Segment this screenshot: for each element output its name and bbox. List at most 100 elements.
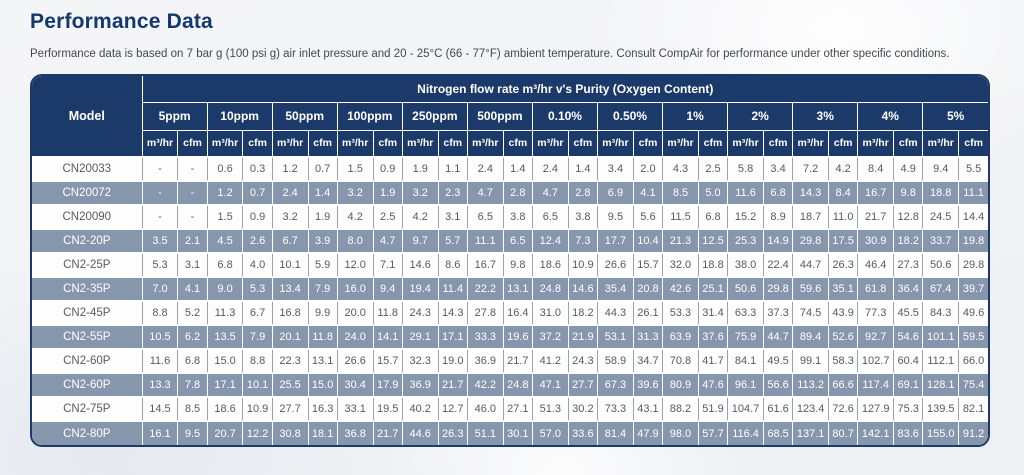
unit-header-cfm: cfm — [893, 130, 923, 158]
value-cell: 42.6 — [662, 276, 699, 301]
unit-header-m3hr: m³/hr — [662, 130, 699, 158]
value-cell: 1.4 — [502, 156, 533, 181]
table-body: CN20033- -0.6 0.3 1.2 0.7 1.5 0.9 1.9 1.1 2.4 1.4 2… — [32, 156, 988, 445]
table-row: CN2-80P 16.1 9.5 20.7 12.2 30.8 18.1 36.8 21.7 44… — [32, 420, 988, 445]
purity-header-0: 5ppm — [142, 102, 208, 131]
value-cell: 4.2 — [828, 156, 858, 181]
model-cell: CN2-35P — [32, 276, 143, 301]
value-cell: 98.0 — [662, 420, 699, 445]
value-cell: 38.0 — [727, 252, 764, 277]
value-cell: 19.4 — [401, 276, 439, 301]
value-cell: 102.7 — [857, 348, 894, 373]
unit-header-cfm: cfm — [632, 130, 663, 158]
value-cell: 20.7 — [206, 420, 243, 445]
value-cell: 0.6 — [206, 156, 243, 181]
value-cell: 42.2 — [466, 372, 504, 397]
model-column-header: Model — [32, 76, 143, 157]
value-cell: 12.7 — [437, 396, 468, 421]
unit-header-cfm: cfm — [958, 130, 988, 158]
value-cell: 8.5 — [662, 180, 699, 205]
value-cell: 5.7 — [437, 228, 468, 253]
value-cell: 89.4 — [792, 324, 829, 349]
value-cell: 0.9 — [372, 156, 403, 181]
value-cell: 30.4 — [336, 372, 374, 397]
value-cell: 17.1 — [437, 324, 468, 349]
purity-header-5: 500ppm — [466, 102, 533, 131]
value-cell: 44.7 — [792, 252, 829, 277]
value-cell: 2.4 — [531, 156, 569, 181]
value-cell: 31.3 — [632, 324, 663, 349]
unit-header-cfm: cfm — [567, 130, 598, 158]
value-cell: 27.7 — [567, 372, 598, 397]
value-cell: 101.1 — [922, 324, 959, 349]
unit-header-cfm: cfm — [372, 130, 403, 158]
purity-header-2: 50ppm — [271, 102, 338, 131]
value-cell: 7.9 — [307, 276, 338, 301]
value-cell: 36.4 — [893, 276, 923, 301]
value-cell: 47.6 — [697, 372, 728, 397]
value-cell: 14.4 — [958, 204, 988, 229]
table-row: CN2-60P 13.3 7.8 17.1 10.1 25.5 15.0 30.4 17.9 36… — [32, 372, 988, 397]
value-cell: 7.2 — [792, 156, 829, 181]
value-cell: 12.8 — [893, 204, 923, 229]
value-cell: 24.3 — [567, 348, 598, 373]
unit-header-m3hr: m³/hr — [142, 130, 178, 158]
value-cell: 9.8 — [502, 252, 533, 277]
value-cell: 66.6 — [828, 372, 858, 397]
value-cell: - — [141, 180, 178, 205]
unit-header-cfm: cfm — [762, 130, 793, 158]
value-cell: 34.7 — [632, 348, 663, 373]
value-cell: 5.5 — [958, 156, 988, 181]
value-cell: 74.5 — [792, 300, 829, 325]
value-cell: 2.6 — [242, 228, 273, 253]
value-cell: 3.2 — [401, 180, 439, 205]
value-cell: 16.0 — [336, 276, 374, 301]
value-cell: 73.3 — [596, 396, 634, 421]
value-cell: 84.3 — [922, 300, 959, 325]
value-cell: 17.7 — [596, 228, 634, 253]
purity-header-3: 100ppm — [336, 102, 403, 131]
value-cell: 8.4 — [828, 180, 858, 205]
value-cell: 72.6 — [828, 396, 858, 421]
value-cell: 12.4 — [531, 228, 569, 253]
value-cell: 58.3 — [828, 348, 858, 373]
value-cell: 11.3 — [206, 300, 243, 325]
page-subtitle: Performance data is based on 7 bar g (10… — [30, 48, 950, 60]
value-cell: 0.7 — [242, 180, 273, 205]
value-cell: 4.2 — [336, 204, 374, 229]
value-cell: - — [141, 204, 178, 229]
value-cell: 67.3 — [596, 372, 634, 397]
unit-header-cfm: cfm — [437, 130, 468, 158]
value-cell: 10.9 — [567, 252, 598, 277]
value-cell: 8.8 — [242, 348, 273, 373]
value-cell: - — [177, 180, 208, 205]
value-cell: 58.9 — [596, 348, 634, 373]
page-title: Performance Data — [30, 10, 213, 33]
value-cell: 4.7 — [372, 228, 403, 253]
value-cell: 26.6 — [336, 348, 374, 373]
value-cell: 24.8 — [502, 372, 533, 397]
value-cell: 0.3 — [242, 156, 273, 181]
value-cell: 18.8 — [697, 252, 728, 277]
value-cell: 54.6 — [893, 324, 923, 349]
value-cell: 3.2 — [271, 204, 309, 229]
value-cell: 139.5 — [922, 396, 959, 421]
value-cell: 9.8 — [893, 180, 923, 205]
value-cell: 52.6 — [828, 324, 858, 349]
unit-header-cfm: cfm — [307, 130, 338, 158]
value-cell: 18.8 — [922, 180, 959, 205]
value-cell: 37.6 — [697, 324, 728, 349]
value-cell: 14.6 — [567, 276, 598, 301]
value-cell: 3.9 — [307, 228, 338, 253]
value-cell: 20.1 — [271, 324, 309, 349]
value-cell: 11.8 — [307, 324, 338, 349]
value-cell: 16.7 — [857, 180, 894, 205]
value-cell: 29.8 — [762, 276, 793, 301]
value-cell: 3.4 — [762, 156, 793, 181]
value-cell: 5.9 — [307, 252, 338, 277]
value-cell: 63.9 — [662, 324, 699, 349]
value-cell: 20.8 — [632, 276, 663, 301]
value-cell: 3.5 — [141, 228, 178, 253]
value-cell: 45.5 — [893, 300, 923, 325]
value-cell: 30.1 — [502, 420, 533, 445]
